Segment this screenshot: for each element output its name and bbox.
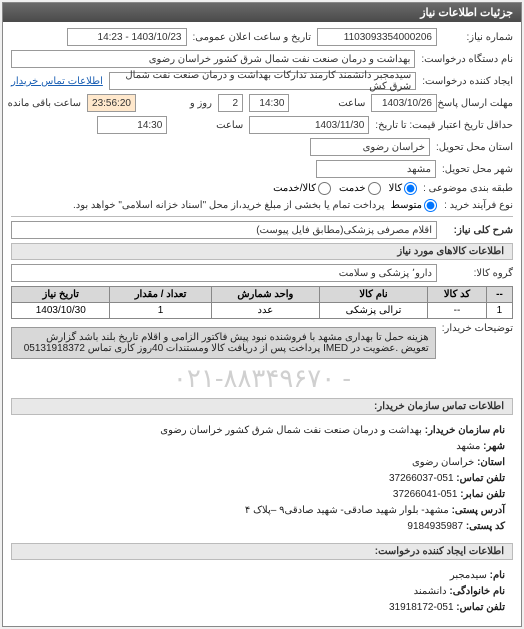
deadline-date: 1403/10/26: [371, 94, 437, 112]
days-label: روز و: [142, 98, 212, 109]
city-field: مشهد: [316, 160, 436, 178]
creator-label: ایجاد کننده درخواست:: [422, 76, 513, 87]
td-1: --: [428, 303, 487, 319]
announce-label: تاریخ و ساعت اعلان عمومی:: [193, 32, 312, 43]
c-city: مشهد: [456, 441, 480, 452]
family-label: نام خانوادگی:: [449, 586, 505, 597]
table-header-row: -- کد کالا نام کالا واحد شمارش تعداد / م…: [12, 287, 513, 303]
validity-time: 14:30: [97, 116, 167, 134]
post-label: کد پستی:: [466, 521, 505, 532]
req-creator-title: اطلاعات ایجاد کننده درخواست:: [11, 543, 513, 560]
radio-motavaset[interactable]: متوسط: [391, 199, 437, 212]
radio-motavaset-input[interactable]: [424, 199, 437, 212]
radio-khedmat-label: خدمت: [339, 183, 366, 194]
process-note: پرداخت تمام یا بخشی از مبلغ خرید،از محل …: [73, 200, 385, 211]
radio-kala-input[interactable]: [404, 182, 417, 195]
td-5: 1403/10/30: [12, 303, 110, 319]
items-section-title: اطلاعات کالاهای مورد نیاز: [11, 243, 513, 260]
req-name-field: بهداشت و درمان صنعت نفت شمال شرق کشور خر…: [11, 50, 415, 68]
request-no-field: 1103093354000206: [317, 28, 437, 46]
addr-label: آدرس پستی:: [452, 505, 505, 516]
table-row: 1 -- ترالی پزشکی عدد 1 1403/10/30: [12, 303, 513, 319]
post-value: 9184935987: [407, 521, 463, 532]
general-desc-label: شرح کلی نیاز:: [443, 225, 513, 236]
background-phone: ۰۲۱-۸۸۳۴۹۶۷۰ -: [11, 363, 513, 394]
buyer-note-box: هزینه حمل تا بهداری مشهد با فروشنده نبود…: [11, 327, 436, 359]
radio-kala[interactable]: کالا: [389, 182, 418, 195]
radio-kalakhedmat[interactable]: کالا/خدمت: [273, 182, 331, 195]
org-value: بهداشت و درمان صنعت نفت شمال شرق کشور خر…: [160, 425, 422, 436]
family-value: دانشمند: [414, 586, 447, 597]
announce-field: 1403/10/23 - 14:23: [67, 28, 187, 46]
td-2: ترالی پزشکی: [320, 303, 428, 319]
province-label: استان محل تحویل:: [436, 142, 513, 153]
deadline-label: مهلت ارسال پاسخ: تا تاریخ:: [443, 98, 513, 109]
request-no-label: شماره نیاز:: [443, 32, 513, 43]
process-label: نوع فرآیند خرید :: [443, 200, 513, 211]
general-desc-field: اقلام مصرفی پزشکی(مطابق فایل پیوست): [11, 221, 437, 239]
group-label: گروه کالا:: [443, 268, 513, 279]
th-2: نام کالا: [320, 287, 428, 303]
fax-label: تلفن نمابر:: [460, 489, 505, 500]
deadline-time: 14:30: [249, 94, 289, 112]
time-label-1: ساعت: [295, 98, 365, 109]
panel-title: جزئیات اطلاعات نیاز: [3, 3, 521, 22]
remain-label: ساعت باقی مانده: [11, 98, 81, 109]
req-name-label: نام دستگاه درخواست:: [421, 54, 513, 65]
commodity-label: طبقه بندی موضوعی :: [423, 183, 513, 194]
validity-date: 1403/11/30: [249, 116, 369, 134]
th-1: کد کالا: [428, 287, 487, 303]
tel2-value: 051-31918172: [389, 602, 454, 613]
tel-label: تلفن تماس:: [456, 473, 505, 484]
process-radio-group: متوسط: [391, 199, 437, 212]
c-province: خراسان رضوی: [412, 457, 474, 468]
fax-value: 051-37266041: [393, 489, 458, 500]
contact-info-link[interactable]: اطلاعات تماس خریدار: [11, 76, 103, 87]
req-creator-section: نام: سیدمجبر نام خانوادگی: دانشمند تلفن …: [11, 564, 513, 620]
commodity-radio-group: کالا خدمت کالا/خدمت: [273, 182, 417, 195]
th-0: --: [486, 287, 512, 303]
city-label: شهر محل تحویل:: [442, 164, 513, 175]
validity-label: حداقل تاریخ اعتبار قیمت: تا تاریخ:: [375, 120, 513, 131]
province-field: خراسان رضوی: [310, 138, 430, 156]
radio-motavaset-label: متوسط: [391, 200, 422, 211]
remain-time: 23:56:20: [87, 94, 136, 112]
contact-section: نام سازمان خریدار: بهداشت و درمان صنعت ن…: [11, 419, 513, 539]
td-0: 1: [486, 303, 512, 319]
tel2-label: تلفن تماس:: [456, 602, 505, 613]
divider-1: [11, 216, 513, 217]
radio-kalakhedmat-input[interactable]: [318, 182, 331, 195]
c-province-label: استان:: [477, 457, 505, 468]
contact-section-title: اطلاعات تماس سازمان خریدار:: [11, 398, 513, 415]
c-city-label: شهر:: [483, 441, 505, 452]
time-label-2: ساعت: [173, 120, 243, 131]
th-3: واحد شمارش: [211, 287, 319, 303]
group-field: دارو٬ پزشکی و سلامت: [11, 264, 437, 282]
th-5: تاریخ نیاز: [12, 287, 110, 303]
radio-kala-label: کالا: [389, 183, 403, 194]
tel-value: 051-37266037: [389, 473, 454, 484]
days-value: 2: [218, 94, 243, 112]
items-table: -- کد کالا نام کالا واحد شمارش تعداد / م…: [11, 286, 513, 319]
creator-field: سیدمجبر دانشمند کارمند تدارکات بهداشت و …: [109, 72, 416, 90]
td-4: 1: [110, 303, 211, 319]
radio-khedmat[interactable]: خدمت: [339, 182, 381, 195]
radio-khedmat-input[interactable]: [368, 182, 381, 195]
org-label: نام سازمان خریدار:: [425, 425, 505, 436]
td-3: عدد: [211, 303, 319, 319]
addr-value: مشهد- بلوار شهید صادقی- شهید صادقی۹ –پلا…: [245, 505, 449, 516]
radio-kalakhedmat-label: کالا/خدمت: [273, 183, 316, 194]
buyer-note-label: توضیحات خریدار:: [442, 323, 513, 334]
th-4: تعداد / مقدار: [110, 287, 211, 303]
